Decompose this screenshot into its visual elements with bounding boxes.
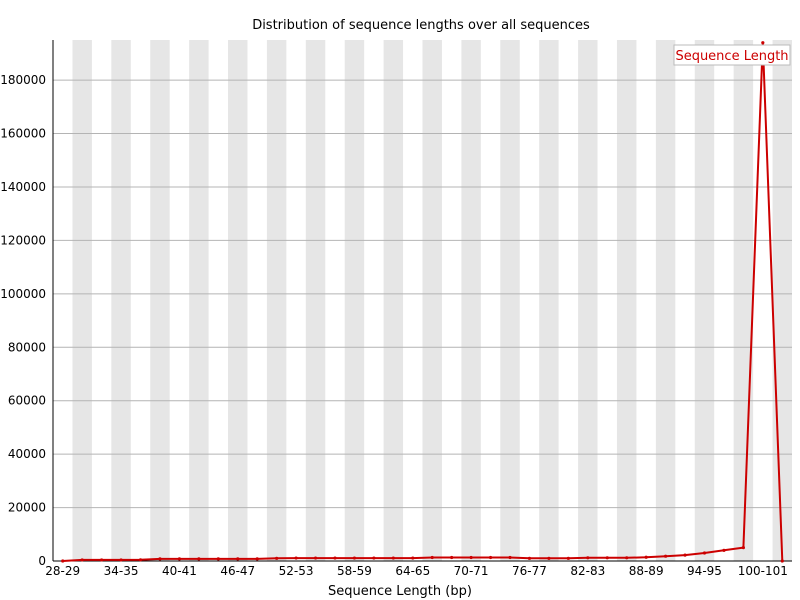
- x-tick-label: 28-29: [45, 564, 80, 578]
- y-tick-label: 20000: [8, 501, 46, 515]
- data-point: [177, 557, 182, 561]
- y-tick-label: 80000: [8, 340, 46, 354]
- x-tick-label: 76-77: [512, 564, 547, 578]
- x-tick-label: 34-35: [104, 564, 139, 578]
- data-point: [372, 556, 376, 560]
- data-point: [333, 556, 337, 560]
- x-tick-label: 64-65: [395, 564, 430, 578]
- column-band: [228, 40, 248, 561]
- legend-series-label: Sequence Length: [675, 49, 788, 64]
- data-point: [625, 556, 629, 560]
- column-band: [539, 40, 559, 561]
- column-band: [305, 40, 326, 561]
- data-point: [352, 556, 357, 560]
- x-tick-label: 40-41: [162, 564, 197, 578]
- column-band: [616, 40, 637, 561]
- axes: [52, 40, 792, 562]
- data-point: [197, 557, 201, 561]
- data-point: [527, 556, 532, 560]
- data-point: [683, 553, 687, 557]
- column-band: [461, 40, 481, 561]
- x-tick-labels: 28-29 34-35 40-41 46-47 52-53 58-59 64-65 70-71…: [45, 564, 788, 578]
- column-bands: [72, 40, 792, 561]
- y-tick-label: 140000: [0, 180, 46, 194]
- x-tick-label: 82-83: [570, 564, 605, 578]
- x-tick-label: 52-53: [279, 564, 314, 578]
- data-point: [508, 555, 512, 560]
- column-band: [72, 40, 92, 561]
- data-point: [236, 557, 240, 561]
- column-band: [655, 40, 676, 561]
- column-band: [111, 40, 131, 561]
- y-tick-label: 120000: [0, 233, 46, 247]
- data-point: [741, 546, 745, 550]
- x-tick-label: 70-71: [454, 564, 489, 578]
- column-band: [500, 40, 520, 561]
- column-band: [344, 40, 365, 561]
- data-point: [488, 555, 493, 560]
- data-point: [119, 558, 123, 562]
- data-point: [430, 555, 434, 560]
- data-point: [702, 551, 707, 555]
- y-tick-labels: 0 20000 40000 60000 80000 100000 120000 140000 1…: [0, 73, 46, 568]
- data-point: [138, 558, 143, 562]
- y-tick-label: 0: [38, 554, 46, 568]
- x-tick-label: 94-95: [687, 564, 722, 578]
- column-band: [266, 40, 287, 561]
- data-point: [644, 555, 648, 559]
- chart-title: Distribution of sequence lengths over al…: [252, 18, 590, 33]
- column-band: [422, 40, 442, 561]
- data-point: [255, 557, 259, 561]
- data-point: [80, 558, 84, 562]
- legend-box: [673, 44, 791, 66]
- data-point: [61, 559, 65, 563]
- column-band: [733, 40, 754, 561]
- x-tick-label: 100-101: [738, 564, 788, 578]
- data-point: [313, 556, 318, 560]
- data-point: [605, 556, 609, 560]
- y-tick-label: 180000: [0, 73, 46, 87]
- data-point: [566, 556, 570, 560]
- column-band: [578, 40, 598, 561]
- data-point: [663, 554, 668, 558]
- data-point: [216, 557, 220, 561]
- y-tick-label: 40000: [8, 447, 46, 461]
- column-band: [150, 40, 170, 561]
- data-point: [586, 556, 590, 560]
- data-point: [100, 558, 104, 562]
- y-tick-label: 60000: [8, 394, 46, 408]
- column-band: [772, 40, 792, 561]
- x-axis-label: Sequence Length (bp): [328, 584, 472, 599]
- data-point: [294, 556, 298, 560]
- series-line: [62, 42, 784, 562]
- x-tick-label: 88-89: [629, 564, 664, 578]
- data-point: [780, 559, 784, 563]
- data-point: [469, 555, 473, 560]
- data-point: [547, 556, 551, 560]
- horizontal-gridlines: [53, 79, 792, 509]
- data-point: [450, 555, 454, 560]
- series-layer: [61, 41, 784, 563]
- data-point: [391, 556, 395, 560]
- data-point: [722, 548, 726, 552]
- y-tick-label: 100000: [0, 287, 46, 301]
- x-tick-label: 46-47: [220, 564, 255, 578]
- data-point: [158, 557, 162, 561]
- column-band: [189, 40, 209, 561]
- column-band: [383, 40, 404, 561]
- data-point: [411, 556, 415, 560]
- y-tick-label: 160000: [0, 127, 46, 141]
- data-point: [275, 556, 279, 560]
- x-tick-label: 58-59: [337, 564, 372, 578]
- column-band: [694, 40, 715, 561]
- legend: Sequence Length: [673, 44, 791, 66]
- data-point: [761, 41, 765, 45]
